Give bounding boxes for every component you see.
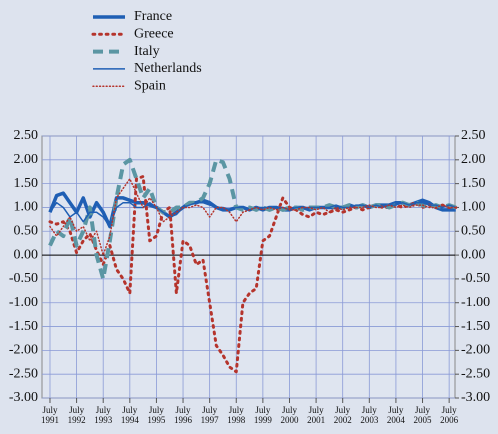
x-tick-label: July 2006 [440,405,459,425]
y-tick-label: 1.00 [14,200,39,215]
y2-tick-label: 2.50 [461,128,486,143]
x-tick-label: July 2005 [413,405,432,425]
y2-tick-label: 2.00 [461,152,486,167]
y2-tick-label: -0.50 [461,271,490,286]
y2-tick-label: -2.00 [461,343,490,358]
y-tick-label: -1.50 [9,319,38,334]
y2-tick-label: -3.00 [461,390,490,405]
y-tick-label: 0.00 [14,247,39,262]
x-tick-label: July 1998 [227,405,246,425]
x-tick-label: July 1997 [200,405,219,425]
y-tick-label: -2.50 [9,366,38,381]
y-tick-label: -1.00 [9,295,38,310]
x-tick-label: July 2001 [307,405,326,425]
plot-area [41,135,456,399]
y-tick-label: 0.50 [14,223,39,238]
x-tick-label: July 1992 [67,405,86,425]
y-tick-label: 2.50 [14,128,39,143]
y2-tick-label: 1.00 [461,200,486,215]
x-tick-label: July 1996 [174,405,193,425]
y2-tick-label: -2.50 [461,366,490,381]
x-tick-label: July 1991 [40,405,59,425]
x-tick-label: July 2000 [280,405,299,425]
x-tick-label: July 2003 [360,405,379,425]
y2-tick-label: 0.50 [461,223,486,238]
series-line [49,178,457,256]
y2-tick-label: -1.00 [461,295,490,310]
x-tick-label: July 1993 [94,405,113,425]
y2-tick-label: -1.50 [461,319,490,334]
y-tick-label: -3.00 [9,390,38,405]
legend-label: Italy [134,44,160,59]
legend-label: Netherlands [134,61,202,76]
x-tick-label: July 1994 [120,405,139,425]
x-tick-label: July 1999 [253,405,272,425]
y-tick-label: 2.00 [14,152,39,167]
x-tick-label: July 1995 [147,405,166,425]
x-tick-label: July 2004 [386,405,405,425]
y-tick-label: -2.00 [9,343,38,358]
y2-tick-label: 0.00 [461,247,486,262]
legend-label: France [134,9,172,24]
y-tick-label: 1.50 [14,176,39,191]
x-tick-label: July 2002 [333,405,352,425]
y2-tick-label: 1.50 [461,176,486,191]
legend-label: Spain [134,78,166,93]
y-tick-label: -0.50 [9,271,38,286]
legend-label: Greece [134,27,174,42]
